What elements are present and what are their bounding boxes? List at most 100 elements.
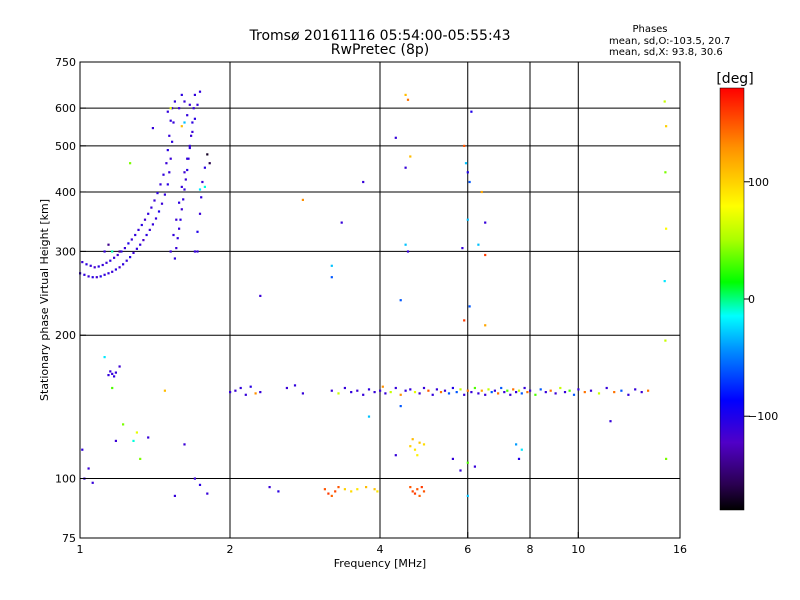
echo-point	[165, 162, 168, 165]
echo-point	[526, 391, 529, 394]
echo-point	[188, 103, 191, 106]
echo-point	[549, 389, 552, 392]
echo-point	[129, 256, 132, 259]
x-tick-label-1: 2	[227, 543, 234, 556]
echo-point	[180, 208, 183, 211]
echo-point	[379, 389, 382, 392]
echo-point	[103, 356, 106, 359]
x-tick-label-3: 6	[464, 543, 471, 556]
echo-point	[154, 217, 158, 220]
echo-point	[517, 389, 521, 392]
echo-point	[409, 486, 412, 489]
echo-point	[523, 386, 526, 390]
echo-point	[484, 324, 487, 327]
phases-stat-x: mean, sd,X: 93.8, 30.6	[609, 47, 723, 58]
echo-point	[418, 441, 421, 444]
echo-point	[183, 171, 186, 174]
echo-point	[463, 144, 466, 147]
echo-point	[81, 448, 84, 451]
echo-point	[293, 384, 297, 387]
echo-point	[497, 392, 500, 395]
echo-point	[367, 415, 371, 418]
echo-point	[509, 393, 512, 396]
echo-point	[118, 266, 121, 269]
chart-subtitle: RwPretec (8p)	[331, 42, 429, 58]
echo-point	[435, 388, 438, 391]
echo-point	[186, 157, 189, 160]
echo-point	[160, 202, 164, 205]
echo-point	[125, 259, 128, 262]
echo-point	[413, 492, 417, 495]
y-tick-label-7: 750	[55, 56, 76, 69]
echo-point	[143, 218, 147, 221]
colorbar-tick-label-0: 100	[748, 176, 769, 189]
echo-point	[87, 467, 90, 470]
echo-point	[176, 237, 179, 240]
echo-point	[118, 365, 121, 368]
echo-point	[554, 392, 557, 395]
echo-point	[101, 263, 104, 267]
echo-point	[665, 227, 668, 230]
echo-point	[376, 490, 379, 493]
echo-point	[105, 261, 108, 264]
echo-point	[188, 144, 191, 147]
echo-point	[132, 251, 135, 254]
x-tick-label-5: 10	[571, 543, 585, 556]
y-tick-label-2: 200	[55, 329, 76, 342]
echo-point	[500, 386, 503, 390]
echo-point	[111, 386, 114, 390]
echo-point	[200, 196, 203, 199]
echo-point	[381, 385, 384, 388]
echo-point	[172, 121, 175, 124]
echo-point	[147, 212, 150, 215]
echo-point	[529, 389, 532, 392]
echo-point	[168, 134, 171, 137]
echo-point	[399, 393, 402, 396]
echo-point	[544, 391, 547, 394]
echo-point	[605, 386, 608, 390]
echo-point	[184, 178, 187, 181]
echo-point	[665, 457, 668, 460]
echo-point	[103, 250, 106, 253]
echo-point	[431, 393, 434, 396]
echo-point	[91, 276, 94, 279]
echo-point	[109, 259, 112, 262]
echo-point	[394, 136, 397, 139]
echo-point	[455, 391, 458, 394]
echo-point	[356, 389, 359, 392]
echo-point	[362, 180, 365, 184]
echo-point	[572, 393, 576, 396]
echo-point	[334, 490, 337, 493]
y-tick-label-0: 75	[62, 532, 76, 545]
echo-point	[409, 445, 412, 448]
echo-point	[188, 146, 191, 150]
echo-point	[664, 171, 667, 174]
y-axis-label: Stationary phase Virtual Height [km]	[38, 199, 51, 401]
echo-point	[470, 391, 473, 394]
echo-point	[399, 405, 402, 408]
echo-point	[103, 273, 106, 276]
echo-point	[169, 119, 172, 122]
echo-point	[340, 221, 343, 224]
echo-point	[461, 247, 464, 250]
echo-point	[277, 490, 280, 493]
echo-point	[515, 391, 518, 394]
echo-point	[132, 439, 135, 442]
echo-point	[404, 389, 407, 392]
x-tick-label-0: 1	[77, 543, 84, 556]
echo-point	[468, 180, 471, 184]
echo-point	[404, 93, 407, 96]
echo-point	[107, 243, 110, 246]
echo-point	[183, 188, 186, 191]
echo-point	[113, 375, 116, 378]
echo-point	[512, 388, 515, 391]
echo-point	[399, 299, 402, 302]
echo-point	[350, 391, 353, 394]
y-tick-label-3: 300	[55, 245, 76, 258]
echo-point	[459, 469, 462, 472]
echo-point	[463, 319, 466, 322]
echo-point	[139, 457, 142, 460]
echo-point	[122, 263, 125, 266]
echo-point	[609, 420, 612, 423]
echo-point	[490, 391, 493, 394]
